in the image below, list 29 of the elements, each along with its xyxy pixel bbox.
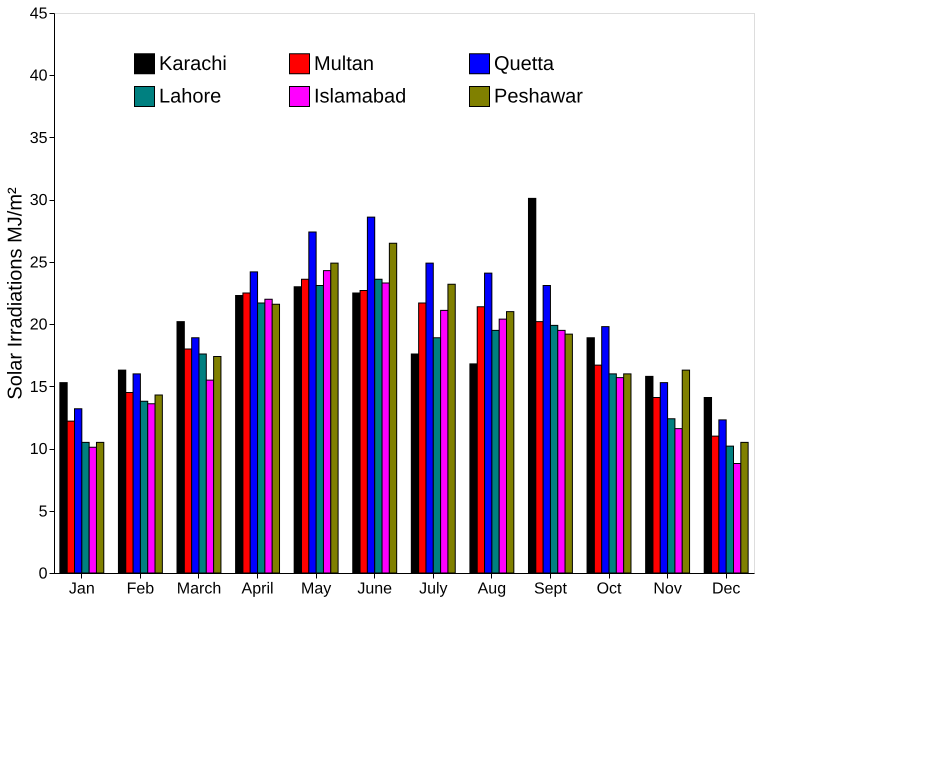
x-tick-label: Nov	[653, 580, 682, 598]
legend-label: Islamabad	[314, 86, 406, 108]
x-tick-label: April	[242, 580, 274, 598]
x-tick-label: Oct	[596, 580, 622, 598]
legend-label: Multan	[314, 52, 374, 75]
y-tick-label: 0	[38, 566, 48, 582]
legend-label: Peshawar	[494, 86, 584, 108]
legend-label: Lahore	[159, 86, 222, 108]
x-tick-label: March	[176, 580, 222, 598]
y-tick-label: 10	[30, 441, 48, 458]
x-tick-label: July	[419, 580, 448, 598]
x-tick-label: Feb	[126, 580, 154, 598]
legend-label: Quetta	[494, 52, 555, 75]
y-tick-label: 35	[30, 130, 48, 147]
legend-label: Karachi	[159, 52, 227, 75]
x-tick-label: Sept	[534, 580, 568, 598]
x-tick-label: Jan	[68, 580, 95, 598]
y-tick-label: 5	[38, 503, 48, 520]
x-tick-label: Aug	[478, 580, 506, 598]
y-tick-label: 25	[30, 254, 48, 272]
y-tick-label: 30	[30, 192, 48, 210]
x-tick-label: Dec	[712, 580, 740, 598]
x-tick-label: June	[357, 580, 392, 598]
y-tick-label: 20	[30, 316, 48, 334]
y-tick-label: 40	[30, 68, 48, 85]
y-tick-label: 15	[30, 378, 48, 396]
x-tick-label: May	[301, 580, 332, 598]
y-axis-title: Solar Irradiations MJ/m²	[4, 187, 27, 400]
y-tick-label: 45	[30, 6, 48, 22]
